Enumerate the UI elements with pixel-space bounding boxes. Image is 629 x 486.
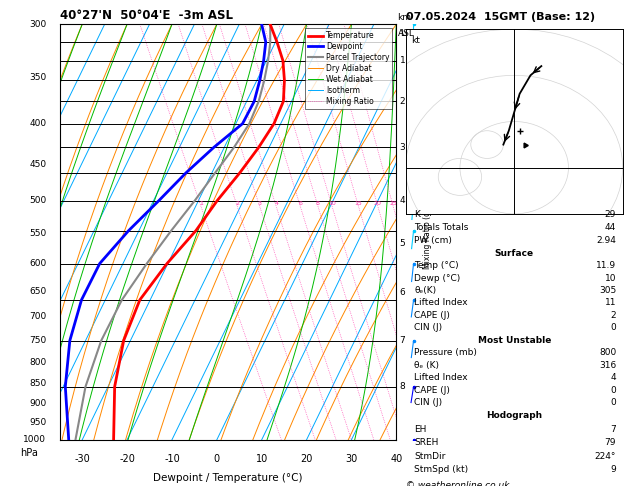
Text: 1: 1	[199, 202, 203, 207]
Text: Hodograph: Hodograph	[486, 412, 542, 420]
Legend: Temperature, Dewpoint, Parcel Trajectory, Dry Adiabat, Wet Adiabat, Isotherm, Mi: Temperature, Dewpoint, Parcel Trajectory…	[304, 28, 392, 109]
Text: EH: EH	[415, 425, 426, 434]
Text: 11.9: 11.9	[596, 261, 616, 270]
Text: km: km	[398, 13, 411, 22]
Text: 0: 0	[611, 399, 616, 407]
Text: 350: 350	[29, 73, 47, 82]
Text: -10: -10	[164, 454, 180, 465]
Text: CAPE (J): CAPE (J)	[415, 386, 450, 395]
Text: 10: 10	[328, 202, 336, 207]
Text: 6: 6	[399, 288, 405, 297]
Text: CAPE (J): CAPE (J)	[415, 311, 450, 320]
Text: 2: 2	[235, 202, 239, 207]
Text: 2.94: 2.94	[596, 236, 616, 245]
Text: Temp (°C): Temp (°C)	[415, 261, 459, 270]
Text: 4: 4	[274, 202, 278, 207]
Text: 8: 8	[316, 202, 320, 207]
Text: 700: 700	[29, 312, 47, 321]
Text: 44: 44	[605, 223, 616, 232]
Text: 7: 7	[611, 425, 616, 434]
Text: 79: 79	[604, 438, 616, 447]
Text: Pressure (mb): Pressure (mb)	[415, 348, 477, 357]
Text: 30: 30	[345, 454, 357, 465]
Text: K: K	[415, 209, 420, 219]
Text: 11: 11	[604, 298, 616, 308]
Text: 224°: 224°	[595, 451, 616, 461]
Text: Lifted Index: Lifted Index	[415, 298, 468, 308]
Text: 20: 20	[300, 454, 313, 465]
Text: 850: 850	[29, 379, 47, 388]
Text: 10: 10	[255, 454, 268, 465]
Text: 40°27'N  50°04'E  -3m ASL: 40°27'N 50°04'E -3m ASL	[60, 9, 233, 22]
Text: 550: 550	[29, 229, 47, 238]
Text: -30: -30	[74, 454, 90, 465]
Text: Lifted Index: Lifted Index	[415, 373, 468, 382]
Text: 4: 4	[611, 373, 616, 382]
Text: 750: 750	[29, 336, 47, 345]
Text: Dewpoint / Temperature (°C): Dewpoint / Temperature (°C)	[153, 473, 303, 483]
Text: 305: 305	[599, 286, 616, 295]
Text: 950: 950	[29, 417, 47, 427]
Text: 316: 316	[599, 361, 616, 370]
Text: 2: 2	[611, 311, 616, 320]
Text: LCL: LCL	[399, 29, 416, 37]
Text: 15: 15	[355, 202, 362, 207]
Text: 29: 29	[605, 209, 616, 219]
Text: 9: 9	[611, 465, 616, 474]
Text: Mixing Ratio (g/kg): Mixing Ratio (g/kg)	[423, 195, 432, 269]
Text: 4: 4	[399, 196, 405, 205]
Text: -20: -20	[119, 454, 135, 465]
Text: Surface: Surface	[494, 249, 534, 258]
Text: 300: 300	[29, 20, 47, 29]
Text: 07.05.2024  15GMT (Base: 12): 07.05.2024 15GMT (Base: 12)	[406, 12, 595, 22]
Text: θₑ (K): θₑ (K)	[415, 361, 440, 370]
Text: Most Unstable: Most Unstable	[477, 336, 551, 345]
Text: 0: 0	[611, 323, 616, 332]
Text: hPa: hPa	[20, 448, 38, 458]
Text: 0: 0	[214, 454, 220, 465]
Text: 40: 40	[390, 454, 403, 465]
Text: 450: 450	[29, 160, 47, 169]
Text: 0: 0	[611, 386, 616, 395]
Text: 650: 650	[29, 287, 47, 295]
Text: 800: 800	[599, 348, 616, 357]
Text: SREH: SREH	[415, 438, 439, 447]
Text: StmDir: StmDir	[415, 451, 446, 461]
Text: 5: 5	[399, 239, 405, 248]
Text: 800: 800	[29, 358, 47, 367]
Text: CIN (J): CIN (J)	[415, 399, 443, 407]
Text: 500: 500	[29, 196, 47, 205]
Text: Dewp (°C): Dewp (°C)	[415, 274, 460, 283]
Text: 6: 6	[298, 202, 303, 207]
Text: ASL: ASL	[398, 29, 415, 38]
Text: 8: 8	[399, 382, 405, 391]
Text: 20: 20	[374, 202, 382, 207]
Text: kt: kt	[411, 36, 420, 45]
Text: PW (cm): PW (cm)	[415, 236, 452, 245]
Text: StmSpd (kt): StmSpd (kt)	[415, 465, 469, 474]
Text: 25: 25	[389, 202, 397, 207]
Text: 7: 7	[399, 336, 405, 345]
Text: 900: 900	[29, 399, 47, 408]
Text: 3: 3	[399, 143, 405, 152]
Text: θₑ(K): θₑ(K)	[415, 286, 437, 295]
Text: 2: 2	[399, 97, 405, 106]
Text: 10: 10	[604, 274, 616, 283]
Text: CIN (J): CIN (J)	[415, 323, 443, 332]
Text: 3: 3	[258, 202, 262, 207]
Text: 600: 600	[29, 259, 47, 268]
Text: Totals Totals: Totals Totals	[415, 223, 469, 232]
Text: © weatheronline.co.uk: © weatheronline.co.uk	[406, 481, 509, 486]
Text: 400: 400	[29, 119, 47, 128]
Text: 1: 1	[399, 56, 405, 65]
Text: 1000: 1000	[23, 435, 47, 444]
